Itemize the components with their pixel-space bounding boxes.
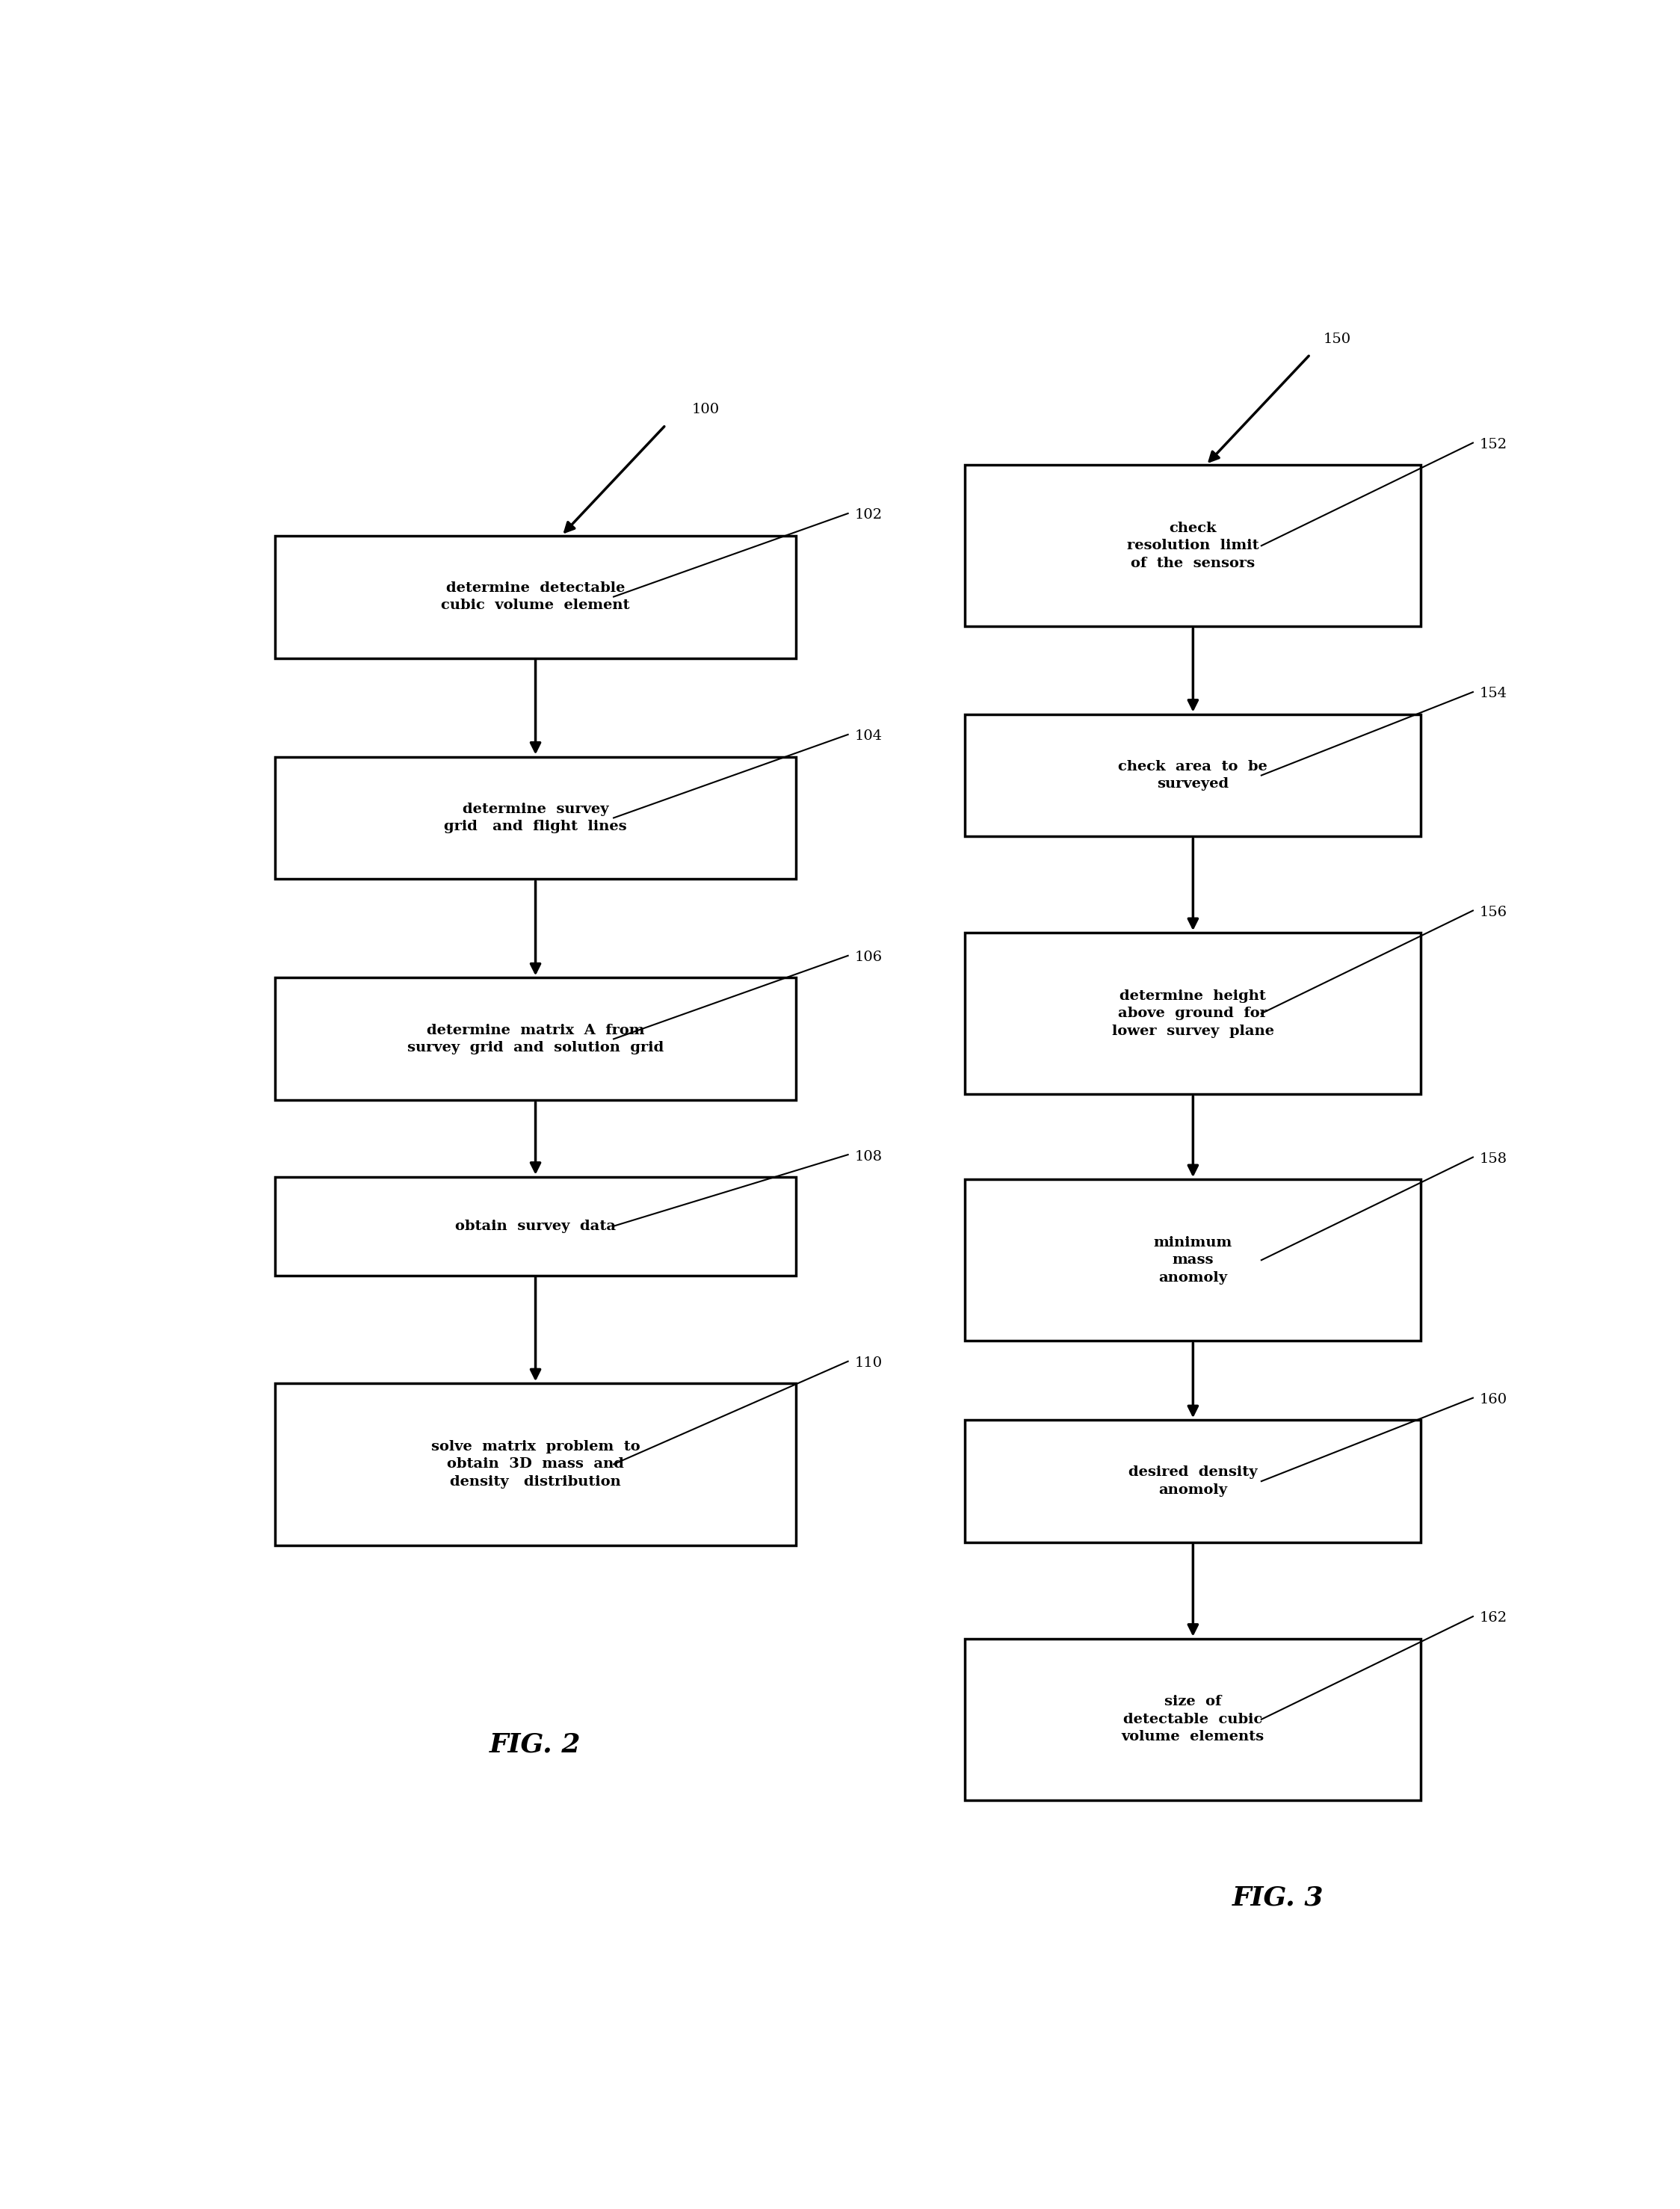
- Text: 102: 102: [855, 508, 882, 521]
- Text: 106: 106: [855, 950, 882, 963]
- Text: determine  detectable
cubic  volume  element: determine detectable cubic volume elemen…: [442, 581, 630, 612]
- Text: obtain  survey  data: obtain survey data: [455, 1219, 617, 1233]
- Text: determine  matrix  A  from
survey  grid  and  solution  grid: determine matrix A from survey grid and …: [407, 1023, 664, 1054]
- Text: check  area  to  be
surveyed: check area to be surveyed: [1119, 760, 1268, 791]
- Text: FIG. 2: FIG. 2: [491, 1732, 581, 1758]
- Bar: [964, 1420, 1421, 1542]
- Text: size  of
detectable  cubic
volume  elements: size of detectable cubic volume elements: [1122, 1694, 1265, 1743]
- Bar: [964, 714, 1421, 837]
- Text: 104: 104: [855, 729, 882, 742]
- Text: determine  survey
grid   and  flight  lines: determine survey grid and flight lines: [444, 802, 627, 833]
- Text: 108: 108: [855, 1149, 882, 1164]
- Bar: [276, 1177, 796, 1275]
- Text: solve  matrix  problem  to
obtain  3D  mass  and
density   distribution: solve matrix problem to obtain 3D mass a…: [432, 1440, 640, 1489]
- Text: 150: 150: [1324, 331, 1351, 347]
- Bar: [964, 464, 1421, 627]
- Text: 156: 156: [1480, 906, 1507, 919]
- Bar: [276, 758, 796, 879]
- Text: FIG. 3: FIG. 3: [1231, 1884, 1324, 1911]
- Bar: [276, 979, 796, 1100]
- Bar: [276, 1383, 796, 1544]
- Bar: [276, 535, 796, 658]
- Text: 152: 152: [1480, 437, 1507, 451]
- Text: 158: 158: [1480, 1153, 1507, 1166]
- Text: determine  height
above  ground  for
lower  survey  plane: determine height above ground for lower …: [1112, 990, 1273, 1038]
- Bar: [964, 1639, 1421, 1800]
- Text: 162: 162: [1480, 1613, 1507, 1626]
- Text: check
resolution  limit
of  the  sensors: check resolution limit of the sensors: [1127, 521, 1258, 570]
- Bar: [964, 1180, 1421, 1341]
- Text: desired  density
anomoly: desired density anomoly: [1129, 1467, 1258, 1498]
- Text: minimum
mass
anomoly: minimum mass anomoly: [1154, 1235, 1233, 1283]
- Text: 110: 110: [855, 1356, 882, 1370]
- Bar: [964, 932, 1421, 1093]
- Text: 154: 154: [1480, 687, 1507, 700]
- Text: 160: 160: [1480, 1394, 1507, 1407]
- Text: 100: 100: [692, 402, 719, 418]
